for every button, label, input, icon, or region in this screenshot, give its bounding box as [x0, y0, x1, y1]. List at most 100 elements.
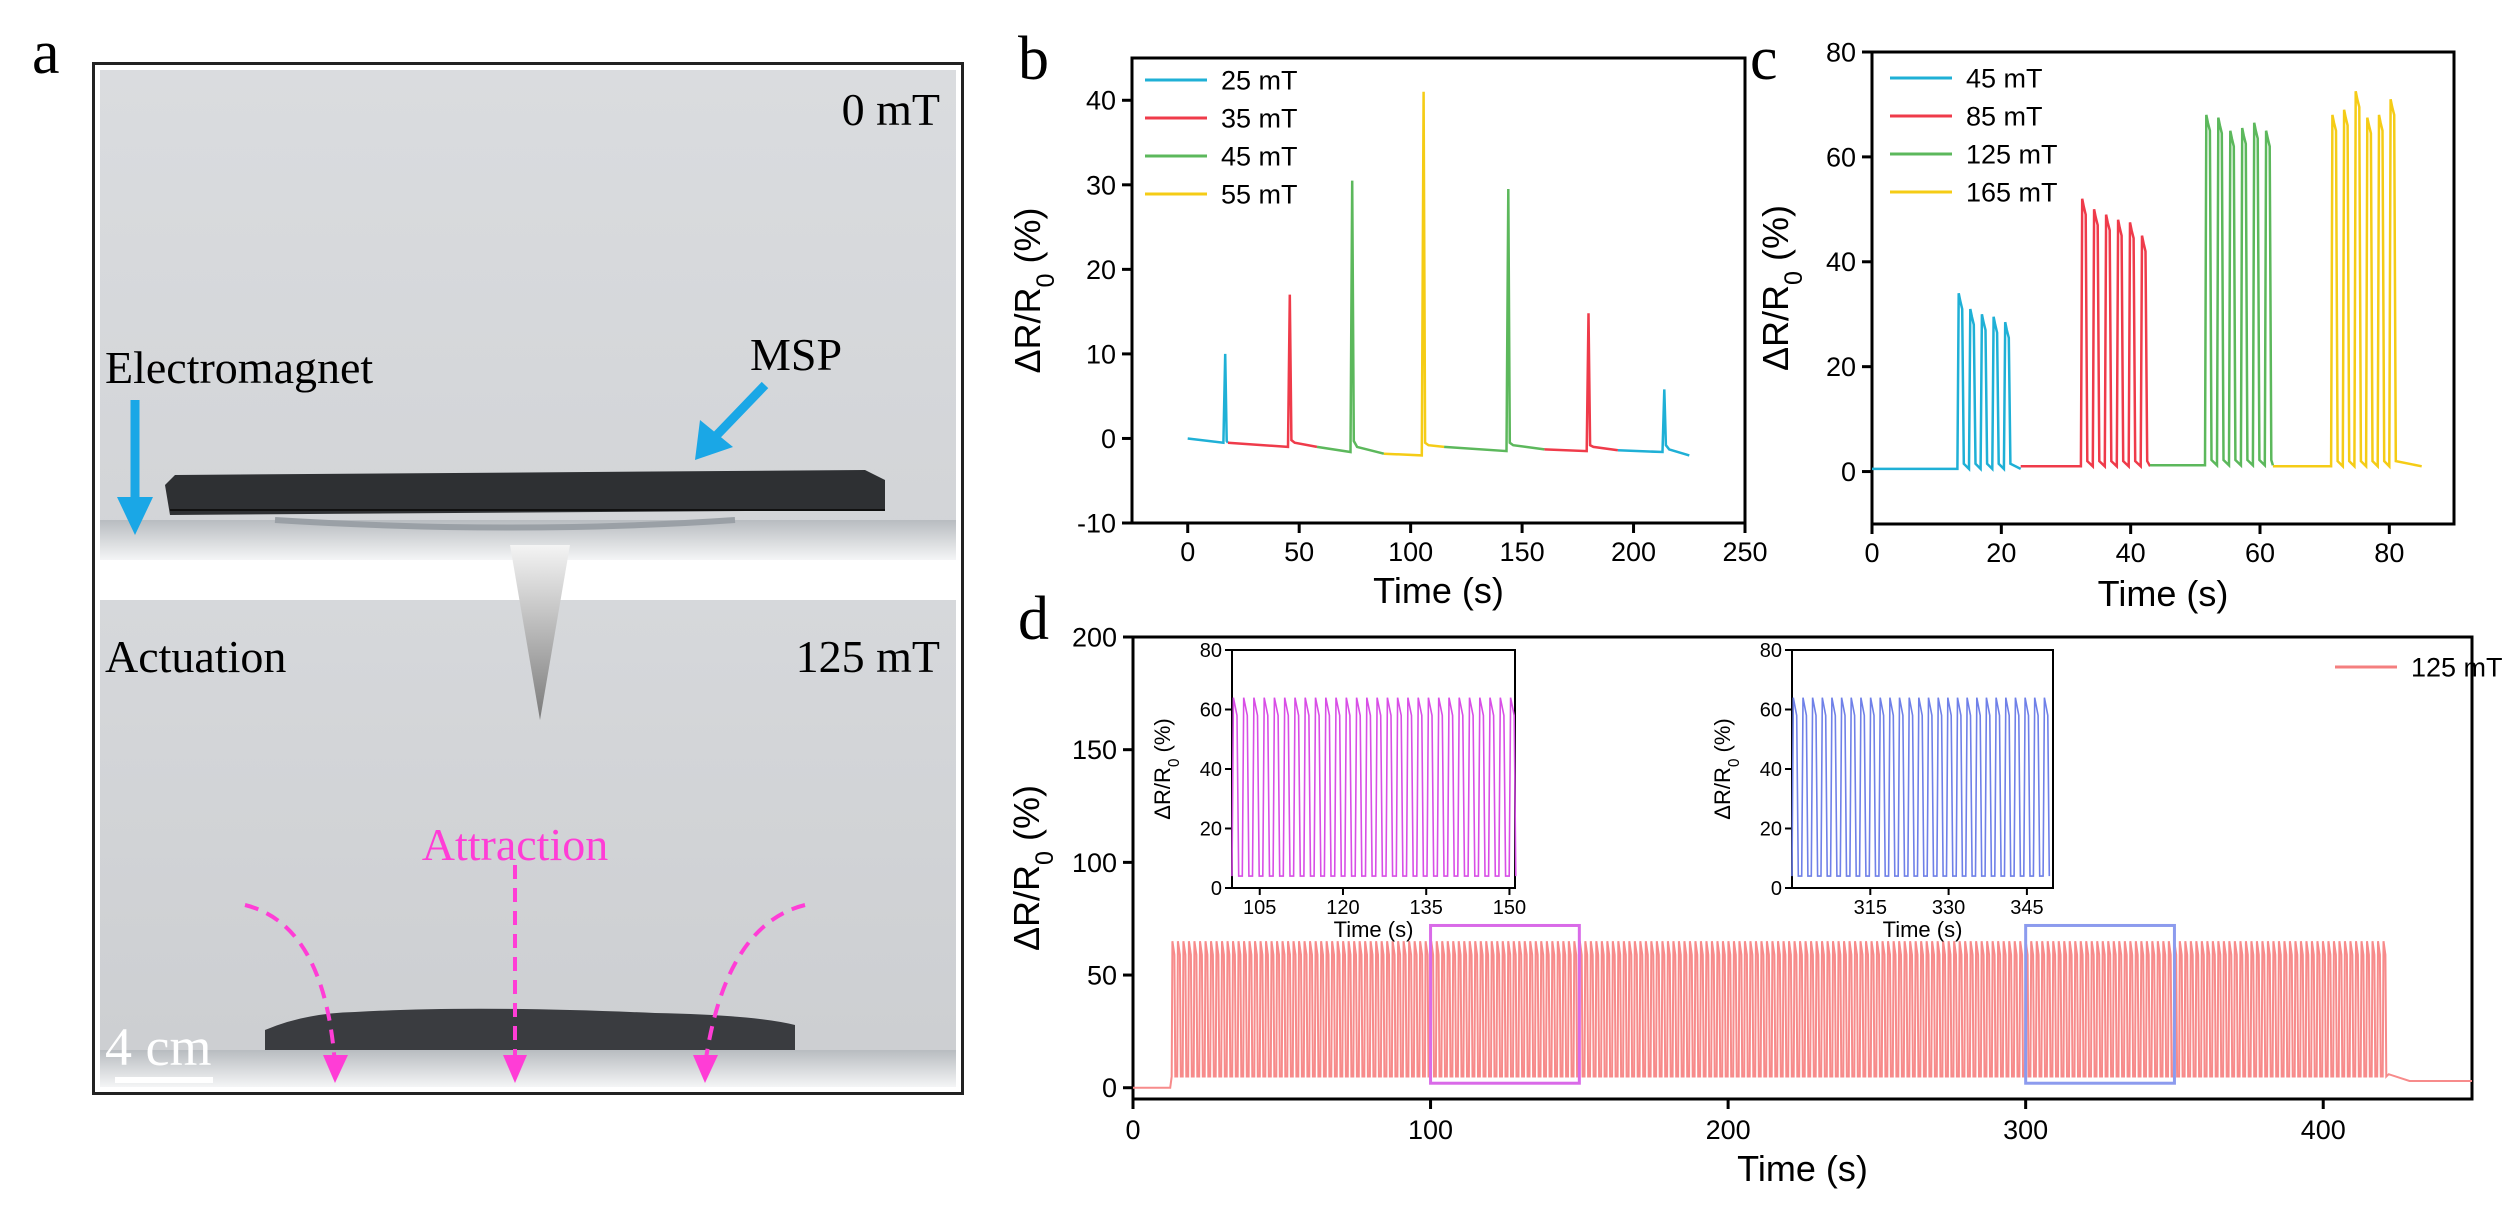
c-frame	[1870, 50, 2456, 526]
d-inset2-ytick-label: 60	[1760, 700, 1782, 722]
attraction-arrow-left-icon	[323, 1055, 348, 1083]
panel-letter-a: a	[32, 19, 60, 87]
msp-arrow-icon	[695, 420, 733, 460]
c-ytick-label: 80	[1826, 37, 1856, 67]
c-series-45-mT	[1872, 292, 2022, 472]
d-legend-label: 125 mT	[2411, 653, 2503, 683]
electromagnet-label: Electromagnet	[105, 342, 373, 393]
c-series-125-mT	[2150, 114, 2275, 469]
d-inset2-ylabel: ΔR/R0 (%)	[1710, 718, 1743, 819]
b-xtick-label: 200	[1611, 537, 1656, 567]
transition-arrow-icon	[510, 545, 570, 720]
d-inset2-xlabel: Time (s)	[1883, 917, 1963, 942]
b-ytick-label: 20	[1086, 255, 1116, 285]
d-xtick-label: 300	[2003, 1115, 2048, 1145]
d-ytick-label: 50	[1087, 960, 1117, 990]
msp-sheet-bent	[265, 1008, 795, 1050]
c-ytick-label: 20	[1826, 352, 1856, 382]
c-ytick-label: 40	[1826, 247, 1856, 277]
b-legend-label: 25 mT	[1221, 66, 1298, 96]
d-xtick-label: 100	[1408, 1115, 1453, 1145]
b-legend-label: 45 mT	[1221, 142, 1298, 172]
b-ylabel: ΔR/R0 (%)	[1007, 207, 1060, 373]
b-xtick-label: 0	[1180, 537, 1195, 567]
d-inset1-ytick-label: 40	[1200, 759, 1222, 781]
b-frame	[1130, 56, 1747, 525]
d-inset2-ytick-label: 80	[1760, 640, 1782, 662]
d-xtick-label: 200	[1706, 1115, 1751, 1145]
b-axes: 0 50 100 150 200 250 -10 0 10 20 30 40 Time (s) ΔR/R0…	[1007, 56, 1768, 611]
b-xtick-label: 100	[1388, 537, 1433, 567]
d-inset1-ytick-label: 60	[1200, 700, 1222, 722]
b-ytick-label: 30	[1086, 170, 1116, 200]
b-series-45-mT	[1444, 188, 1545, 453]
d-inset1-xtick-label: 105	[1243, 897, 1276, 919]
electromagnet-arrow-icon	[117, 497, 153, 535]
b-xlabel: Time (s)	[1373, 570, 1504, 611]
b-legend-label: 35 mT	[1221, 104, 1298, 134]
electromagnet-bottom	[100, 1050, 956, 1087]
c-ytick-label: 60	[1826, 142, 1856, 172]
b-xtick-label: 150	[1500, 537, 1545, 567]
b-series-45-mT	[1316, 180, 1385, 455]
panel-letter-d: d	[1018, 585, 1049, 653]
d-inset1-xlabel: Time (s)	[1334, 917, 1414, 942]
d-inset1-ytick-label: 20	[1200, 819, 1222, 841]
scale-bar	[115, 1077, 213, 1083]
panel-letter-b: b	[1018, 25, 1049, 93]
c-legend-label: 45 mT	[1966, 64, 2043, 94]
d-inset1-series	[1231, 697, 1517, 877]
field-bottom-label: 125 mT	[796, 631, 940, 682]
d-inset1-ylabel: ΔR/R0 (%)	[1150, 718, 1183, 819]
msp-label: MSP	[750, 329, 842, 380]
d-ytick-label: 200	[1072, 622, 1117, 652]
c-xtick-label: 0	[1864, 538, 1879, 568]
panel-letter-c: c	[1750, 25, 1778, 93]
attraction-label: Attraction	[422, 819, 609, 870]
d-highlight-box-1	[1429, 923, 1581, 1085]
c-xtick-label: 40	[2116, 538, 2146, 568]
attraction-arrow-middle-icon	[503, 1055, 527, 1083]
b-ytick-label: -10	[1077, 508, 1116, 538]
d-inset1-xtick-label: 150	[1493, 897, 1526, 919]
d-inset1-xtick-label: 135	[1410, 897, 1443, 919]
d-xlabel: Time (s)	[1737, 1148, 1868, 1189]
d-inset2-xtick-label: 345	[2010, 897, 2043, 919]
b-series-55-mT	[1383, 91, 1445, 457]
d-series-125mT	[1133, 941, 2472, 1089]
b-xtick-label: 50	[1284, 537, 1314, 567]
d-xtick-label: 0	[1125, 1115, 1140, 1145]
d-inset1-axes: 105 120 135 150 0 20 40 60 80 Time (s) ΔR/R0 (%)	[1150, 640, 1526, 942]
b-legend-label: 55 mT	[1221, 180, 1298, 210]
d-ylabel: ΔR/R0 (%)	[1006, 785, 1059, 951]
field-top-label: 0 mT	[842, 84, 940, 135]
scale-label: 4 cm	[105, 1017, 211, 1077]
d-highlight-box-2	[2024, 923, 2176, 1085]
d-ytick-label: 150	[1072, 735, 1117, 765]
d-inset2-axes: 315 330 345 0 20 40 60 80 Time (s) ΔR/R0 (%)	[1710, 640, 2054, 942]
d-inset2-ytick-label: 40	[1760, 759, 1782, 781]
c-series-85-mT	[2020, 198, 2152, 470]
c-ylabel: ΔR/R0 (%)	[1755, 205, 1808, 371]
d-inset1-ytick-label: 80	[1200, 640, 1222, 662]
c-series-165-mT	[2272, 91, 2422, 470]
d-ytick-label: 0	[1102, 1073, 1117, 1103]
b-ytick-label: 0	[1101, 424, 1116, 454]
b-ytick-label: 40	[1086, 86, 1116, 116]
d-xtick-label: 400	[2301, 1115, 2346, 1145]
attraction-arrow-right-icon	[693, 1055, 718, 1083]
d-inset2-xtick-label: 315	[1854, 897, 1887, 919]
b-xtick-label: 250	[1722, 537, 1767, 567]
photo-bottom-background	[100, 600, 956, 1087]
c-ytick-label: 0	[1841, 457, 1856, 487]
actuation-photo: 0 mT Electromagnet MSP Actuation 125 mT …	[92, 62, 964, 1095]
d-inset1-ytick-label: 0	[1211, 878, 1222, 900]
d-inset2-ytick-label: 0	[1771, 878, 1782, 900]
actuation-illustration: 0 mT Electromagnet MSP Actuation 125 mT …	[100, 70, 956, 1087]
b-ytick-label: 10	[1086, 339, 1116, 369]
d-inset1-xtick-label: 120	[1326, 897, 1359, 919]
d-inset2-xtick-label: 330	[1932, 897, 1965, 919]
